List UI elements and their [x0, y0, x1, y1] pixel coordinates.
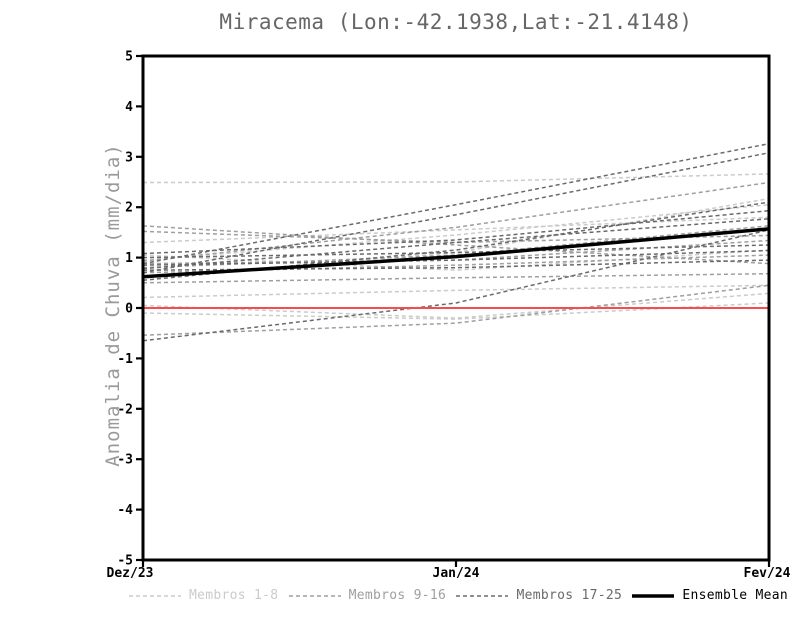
member-line-membro-25 [142, 152, 770, 274]
legend-label: Membros 9-16 [348, 588, 447, 603]
legend-label: Ensemble Mean [682, 588, 788, 603]
legend-item-2: Membros 17-25 [455, 588, 622, 603]
y-tick-label-1: 1 [125, 251, 133, 266]
legend-line-sample-icon [129, 594, 181, 597]
legend-line-sample-icon [456, 594, 509, 597]
legend-line-sample-icon [632, 593, 675, 598]
member-line-membro-16 [142, 181, 770, 262]
y-tick-label--4: -4 [117, 503, 133, 518]
legend-item-3: Ensemble Mean [631, 588, 788, 603]
y-tick-label--1: -1 [117, 352, 133, 367]
member-line-membro-1 [142, 173, 770, 184]
x-tick-label-2: Fev/24 [744, 566, 791, 581]
member-line-membro-4 [142, 284, 770, 299]
chart-title: Miracema (Lon:-42.1938,Lat:-21.4148) [219, 10, 693, 34]
x-tick-label-1: Jan/24 [433, 566, 480, 581]
x-tick-label-0: Dez/23 [107, 566, 154, 581]
legend-line-sample-icon [288, 594, 341, 597]
member-line-membro-13 [142, 254, 770, 274]
member-line-membro-6 [142, 302, 770, 320]
legend: Membros 1-8 Membros 9-16 Membros 17-25 Ense… [128, 588, 788, 603]
member-line-membro-24 [142, 229, 770, 342]
legend-label: Membros 17-25 [516, 588, 623, 603]
y-tick-label-5: 5 [125, 50, 133, 65]
y-tick-label-4: 4 [125, 100, 133, 115]
y-tick-label--3: -3 [117, 453, 133, 468]
member-line-membro-14 [142, 272, 770, 284]
legend-item-1: Membros 9-16 [288, 588, 447, 603]
ensemble-mean-line [142, 227, 770, 279]
member-line-membro-20 [142, 218, 770, 270]
member-line-membro-15 [142, 284, 770, 336]
y-tick-label--2: -2 [117, 402, 133, 417]
member-line-membro-19 [142, 249, 770, 266]
y-tick-label-3: 3 [125, 150, 133, 165]
member-line-membro-21 [142, 259, 770, 271]
member-line-membro-8 [142, 197, 770, 279]
legend-item-0: Membros 1-8 [128, 588, 278, 603]
y-tick-label-2: 2 [125, 201, 133, 216]
y-tick-label--5: -5 [117, 554, 133, 569]
member-line-membro-23 [142, 142, 770, 265]
member-line-membro-22 [142, 201, 770, 282]
member-line-membro-18 [142, 244, 770, 259]
y-tick-label-0: 0 [125, 302, 133, 317]
legend-label: Membros 1-8 [189, 588, 279, 603]
